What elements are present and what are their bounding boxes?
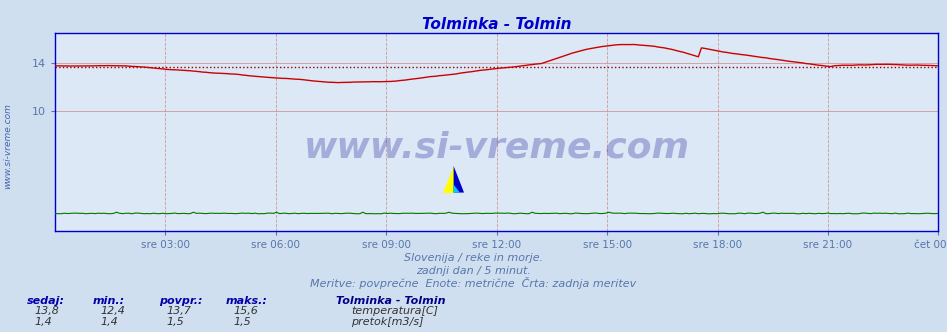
Text: temperatura[C]: temperatura[C]	[351, 306, 438, 316]
Text: 13,7: 13,7	[167, 306, 191, 316]
Text: maks.:: maks.:	[225, 296, 267, 306]
Text: www.si-vreme.com: www.si-vreme.com	[304, 131, 689, 165]
Text: sedaj:: sedaj:	[27, 296, 64, 306]
Text: 1,4: 1,4	[100, 317, 118, 327]
Text: www.si-vreme.com: www.si-vreme.com	[3, 103, 12, 189]
Text: 15,6: 15,6	[233, 306, 258, 316]
Text: Slovenija / reke in morje.: Slovenija / reke in morje.	[404, 253, 543, 263]
Text: zadnji dan / 5 minut.: zadnji dan / 5 minut.	[416, 266, 531, 276]
Text: pretok[m3/s]: pretok[m3/s]	[351, 317, 424, 327]
Text: min.:: min.:	[93, 296, 125, 306]
Text: 13,8: 13,8	[34, 306, 59, 316]
Polygon shape	[454, 166, 464, 193]
Text: 1,4: 1,4	[34, 317, 52, 327]
Text: Meritve: povprečne  Enote: metrične  Črta: zadnja meritev: Meritve: povprečne Enote: metrične Črta:…	[311, 277, 636, 289]
Title: Tolminka - Tolmin: Tolminka - Tolmin	[422, 17, 571, 32]
Text: Tolminka - Tolmin: Tolminka - Tolmin	[336, 296, 446, 306]
Polygon shape	[443, 166, 454, 193]
Text: 1,5: 1,5	[233, 317, 251, 327]
Text: 1,5: 1,5	[167, 317, 185, 327]
Text: povpr.:: povpr.:	[159, 296, 203, 306]
Text: 12,4: 12,4	[100, 306, 125, 316]
Polygon shape	[454, 185, 460, 193]
